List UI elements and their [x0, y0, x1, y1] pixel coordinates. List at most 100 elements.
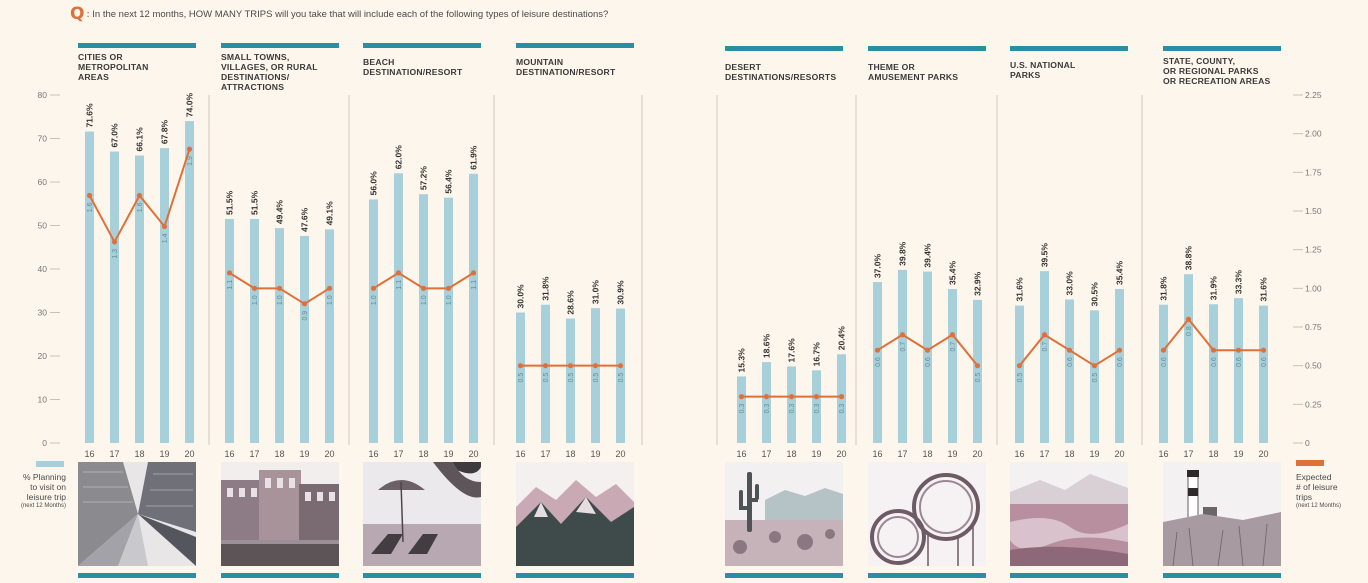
trips-value-label: 0.6: [1117, 357, 1124, 367]
trips-point: [111, 239, 118, 245]
year-tick-label: 16: [84, 449, 94, 459]
trips-value-label: 0.6: [1236, 357, 1243, 367]
percent-bar: [787, 366, 796, 443]
year-tick-label: 20: [1258, 449, 1268, 459]
percent-bar: [369, 199, 378, 443]
panel-chart: 71.6% 67.0% 66.1% 67.8% 74.0% 1.6 1.3 1.6 1.4 1.9…: [84, 93, 194, 459]
trips-point: [1066, 347, 1073, 353]
left-axis-tick-label: 20: [38, 351, 48, 361]
percent-bar: [185, 121, 194, 443]
percent-bar: [1115, 289, 1124, 443]
percent-value-label: 38.8%: [1184, 246, 1194, 271]
trips-value-label: 0.8: [1186, 326, 1193, 336]
right-axis-tick-label: 1.00: [1305, 283, 1322, 293]
trips-point: [276, 285, 283, 291]
trips-value-label: 0.5: [618, 373, 625, 383]
percent-value-label: 30.9%: [616, 280, 626, 305]
beach-chairs-photo: [363, 462, 481, 566]
percent-bar: [1159, 304, 1168, 443]
desert-cactus-photo: [725, 462, 843, 566]
year-tick-label: 20: [1114, 449, 1124, 459]
year-tick-label: 18: [565, 449, 575, 459]
trips-point: [251, 285, 258, 291]
percent-value-label: 15.3%: [737, 348, 747, 373]
percent-bar: [135, 155, 144, 443]
percent-value-label: 56.0%: [369, 171, 379, 196]
trips-point: [370, 285, 377, 291]
trips-value-label: 0.7: [950, 342, 957, 352]
trips-value-label: 1.9: [187, 156, 194, 166]
trips-value-label: 1.1: [227, 280, 234, 290]
right-axis-tick-label: 2.00: [1305, 129, 1322, 139]
year-tick-label: 19: [299, 449, 309, 459]
trips-point: [974, 363, 981, 369]
left-axis-tick-label: 70: [38, 134, 48, 144]
trips-point: [617, 363, 624, 369]
year-tick-label: 19: [590, 449, 600, 459]
year-tick-label: 20: [972, 449, 982, 459]
right-axis-tick-label: 0.25: [1305, 399, 1322, 409]
city-skyscrapers-photo: [78, 462, 196, 566]
trips-point: [517, 363, 524, 369]
trips-value-label: 0.3: [814, 403, 821, 413]
percent-value-label: 66.1%: [135, 127, 145, 152]
percent-bar: [85, 131, 94, 444]
year-tick-label: 16: [368, 449, 378, 459]
percent-bar: [160, 148, 169, 443]
city-skyscrapers-illustration: [78, 462, 196, 566]
year-tick-label: 18: [1208, 449, 1218, 459]
panel-top-bar: [868, 46, 986, 51]
left-axis-tick-label: 80: [38, 90, 48, 100]
trips-value-label: 1.6: [137, 202, 144, 212]
left-axis-tick-label: 30: [38, 308, 48, 318]
percent-bar: [812, 370, 821, 443]
percent-bar: [541, 304, 550, 443]
panel-top-bar: [725, 46, 843, 51]
trips-point: [445, 285, 452, 291]
trips-point: [395, 270, 402, 276]
percent-value-label: 61.9%: [469, 145, 479, 170]
year-tick-label: 20: [836, 449, 846, 459]
percent-bar: [1209, 304, 1218, 443]
percent-bar: [110, 151, 119, 444]
panel-bottom-bar: [868, 573, 986, 578]
percent-value-label: 31.9%: [1209, 276, 1219, 301]
percent-value-label: 17.6%: [787, 338, 797, 363]
panel-chart: 31.8% 38.8% 31.9% 33.3% 31.6% 0.6 0.8 0.6 0.6 0.6…: [1158, 246, 1268, 459]
percent-bar: [325, 229, 334, 443]
percent-bar: [1259, 305, 1268, 443]
percent-value-label: 31.6%: [1015, 277, 1025, 302]
percent-value-label: 33.3%: [1234, 270, 1244, 295]
right-axis-tick-label: 1.25: [1305, 245, 1322, 255]
year-tick-label: 16: [1014, 449, 1024, 459]
percent-bar: [762, 362, 771, 443]
year-tick-label: 16: [515, 449, 525, 459]
legend-right-label: Expected # of leisure trips: [1296, 472, 1338, 502]
trips-value-label: 0.5: [1017, 373, 1024, 383]
legend-right-note: (next 12 Months): [1296, 503, 1342, 509]
panel-title: U.S. NATIONAL PARKS: [1010, 60, 1076, 80]
year-tick-label: 17: [761, 449, 771, 459]
panel-bottom-bar: [221, 573, 339, 578]
percent-bar: [566, 318, 575, 443]
year-tick-label: 20: [324, 449, 334, 459]
trips-value-label: 1.6: [87, 202, 94, 212]
percent-value-label: 67.0%: [110, 123, 120, 148]
trips-value-label: 0.6: [925, 357, 932, 367]
panel-top-bar: [221, 43, 339, 48]
percent-value-label: 49.4%: [275, 200, 285, 225]
trips-point: [326, 285, 333, 291]
right-axis-tick-label: 1.50: [1305, 206, 1322, 216]
panel-chart: 31.6% 39.5% 33.0% 30.5% 35.4% 0.5 0.7 0.6 0.5 0.6…: [1014, 243, 1124, 459]
trips-point: [924, 347, 931, 353]
trips-value-label: 0.3: [764, 403, 771, 413]
percent-value-label: 39.4%: [923, 243, 933, 268]
year-tick-label: 19: [159, 449, 169, 459]
percent-bar: [300, 235, 309, 443]
trips-point: [1185, 316, 1192, 322]
trips-value-label: 0.7: [900, 342, 907, 352]
trips-value-label: 0.3: [739, 403, 746, 413]
percent-value-label: 30.5%: [1090, 282, 1100, 307]
year-tick-label: 19: [443, 449, 453, 459]
panel-top-bar: [1010, 46, 1128, 51]
